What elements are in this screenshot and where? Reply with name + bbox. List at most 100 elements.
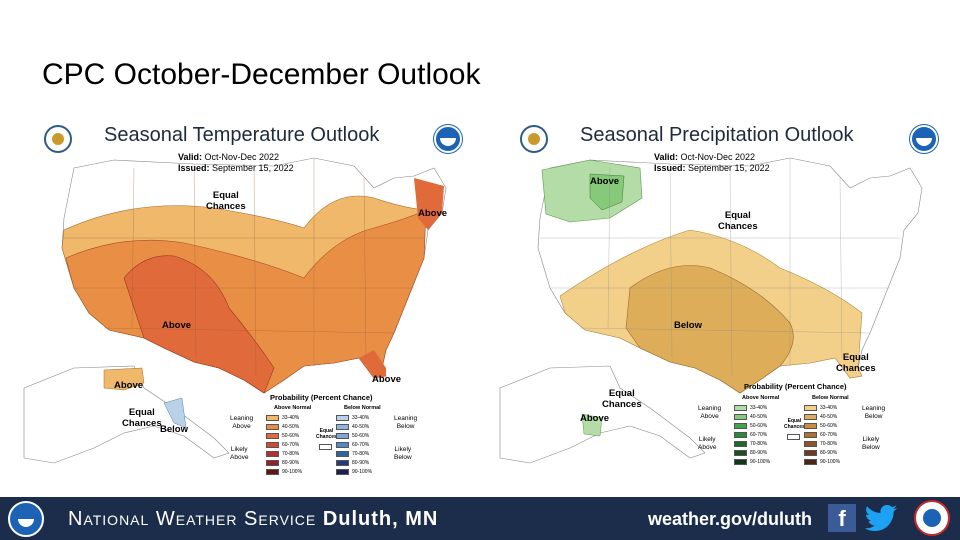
temp-ak-below <box>163 397 187 429</box>
temp-legend-right-header: Below Normal <box>344 405 381 411</box>
facebook-icon[interactable]: f <box>828 504 856 532</box>
temperature-legend-swatch <box>266 423 279 430</box>
precipitation-map <box>499 157 923 464</box>
precipitation-legend-right-row: 90-100% <box>804 458 840 465</box>
temperature-legend-range-label: 33-40% <box>352 414 370 421</box>
precipitation-legend-swatch <box>734 422 747 429</box>
footer-url[interactable]: weather.gov/duluth <box>648 509 813 529</box>
precip-legend-left-likely: Likely Above <box>698 436 717 451</box>
temperature-legend-range-label: 90-100% <box>352 468 373 475</box>
temperature-legend-right-row: 60-70% <box>336 441 369 448</box>
temperature-legend-left-row: 70-80% <box>266 450 299 457</box>
temperature-legend-left-row: 60-70% <box>266 441 299 448</box>
temperature-legend-range-label: 70-80% <box>352 450 370 457</box>
temperature-legend-left-row: 33-40% <box>266 414 299 421</box>
precipitation-legend-right-row: 33-40% <box>804 404 837 411</box>
temperature-legend-left-row: 50-60% <box>266 432 299 439</box>
commerce-seal-icon <box>520 125 548 153</box>
noaa-logo-icon <box>910 125 938 153</box>
precipitation-legend-swatch <box>734 449 747 456</box>
temperature-legend-range-label: 40-50% <box>352 423 370 430</box>
precipitation-legend-swatch <box>804 413 817 420</box>
precip-legend-title: Probability (Percent Chance) <box>744 382 847 391</box>
temperature-legend-range-label: 80-90% <box>282 459 300 466</box>
temp-equal-chances-label: Equal Chances <box>206 190 246 212</box>
precipitation-legend-range-label: 80-90% <box>750 449 768 456</box>
precipitation-legend-range-label: 40-50% <box>820 413 838 420</box>
precipitation-legend-range-label: 80-90% <box>820 449 838 456</box>
noaa-logo-icon <box>8 501 44 537</box>
precip-legend-right-header: Below Normal <box>812 395 849 401</box>
temperature-legend-swatch <box>336 459 349 466</box>
temperature-outlook-panel: Seasonal Temperature Outlook Valid: Oct-… <box>14 118 484 490</box>
footer-bar: National Weather Service Duluth, MN weat… <box>0 497 960 540</box>
precip-legend-left-header: Above Normal <box>742 395 780 401</box>
temperature-legend-range-label: 50-60% <box>282 432 300 439</box>
temperature-legend-right-row: 90-100% <box>336 468 372 475</box>
alaska-outline <box>499 365 706 464</box>
precipitation-legend-swatch <box>734 458 747 465</box>
temperature-legend-swatch <box>336 423 349 430</box>
precipitation-legend-swatch <box>804 449 817 456</box>
temperature-legend-right-row: 80-90% <box>336 459 369 466</box>
temperature-legend-swatch <box>336 441 349 448</box>
temperature-legend-swatch <box>266 459 279 466</box>
temperature-map <box>23 157 447 464</box>
temp-50-above-area <box>123 255 275 394</box>
precipitation-legend-left-row: 60-70% <box>734 431 767 438</box>
precipitation-legend-left-row: 40-50% <box>734 413 767 420</box>
precipitation-legend-swatch <box>804 422 817 429</box>
precipitation-legend-range-label: 70-80% <box>750 440 768 447</box>
precip-below-label: Below <box>674 320 702 331</box>
temperature-legend-range-label: 40-50% <box>282 423 300 430</box>
precip-legend-equal: Equal Chances <box>784 418 805 430</box>
precip-above-nw-label: Above <box>590 176 620 187</box>
precipitation-legend-left-row: 90-100% <box>734 458 770 465</box>
precipitation-legend-range-label: 90-100% <box>750 458 771 465</box>
precipitation-legend-left-row: 33-40% <box>734 404 767 411</box>
precipitation-legend-swatch <box>734 404 747 411</box>
precipitation-title: Seasonal Precipitation Outlook <box>580 124 854 146</box>
temp-40-above-area <box>65 209 427 394</box>
temperature-legend-swatch <box>266 468 279 475</box>
temperature-legend-right-row: 50-60% <box>336 432 369 439</box>
precipitation-legend-right-row: 80-90% <box>804 449 837 456</box>
nws-logo-icon <box>914 500 950 536</box>
temp-above-fl-label: Above <box>372 374 402 385</box>
precipitation-legend-right-row: 50-60% <box>804 422 837 429</box>
footer-org-name: National Weather Service Duluth, MN <box>68 508 439 530</box>
precipitation-legend-range-label: 40-50% <box>750 413 768 420</box>
temperature-legend-right-row: 40-50% <box>336 423 369 430</box>
temp-legend-left-leaning: Leaning Above <box>230 415 254 430</box>
precip-legend-left-leaning: Leaning Above <box>698 405 722 420</box>
temperature-legend-range-label: 60-70% <box>282 441 300 448</box>
temp-50-above-ne <box>414 178 444 230</box>
noaa-logo-icon <box>434 125 462 153</box>
temperature-legend-swatch <box>336 468 349 475</box>
temperature-meta: Valid: Oct-Nov-Dec 2022 Issued: Septembe… <box>178 152 294 173</box>
temperature-legend-range-label: 33-40% <box>282 414 300 421</box>
temp-above-ak-label: Above <box>114 380 144 391</box>
precipitation-legend-range-label: 70-80% <box>820 440 838 447</box>
temp-50-above-fl <box>359 350 386 378</box>
temp-ak-above <box>103 367 145 391</box>
temperature-legend-range-label: 60-70% <box>352 441 370 448</box>
temperature-legend-range-label: 70-80% <box>282 450 300 457</box>
precipitation-meta: Valid: Oct-Nov-Dec 2022 Issued: Septembe… <box>654 152 770 173</box>
precipitation-legend-right-row: 70-80% <box>804 440 837 447</box>
temp-above-ne-label: Above <box>418 208 448 219</box>
precip-legend-equal-swatch <box>787 434 800 440</box>
precipitation-legend-range-label: 33-40% <box>750 404 768 411</box>
temperature-legend-left-row: 80-90% <box>266 459 299 466</box>
twitter-icon[interactable] <box>864 505 898 531</box>
temperature-legend-range-label: 90-100% <box>282 468 303 475</box>
precipitation-legend-swatch <box>804 440 817 447</box>
precipitation-legend-range-label: 33-40% <box>820 404 838 411</box>
temperature-legend-right-row: 70-80% <box>336 450 369 457</box>
precipitation-legend-range-label: 50-60% <box>820 422 838 429</box>
temperature-legend-range-label: 80-90% <box>352 459 370 466</box>
precipitation-outlook-panel: Seasonal Precipitation Outlook Valid: Oc… <box>490 118 960 490</box>
temperature-legend-swatch <box>266 450 279 457</box>
precipitation-legend-right-row: 40-50% <box>804 413 837 420</box>
temperature-title: Seasonal Temperature Outlook <box>104 124 380 146</box>
